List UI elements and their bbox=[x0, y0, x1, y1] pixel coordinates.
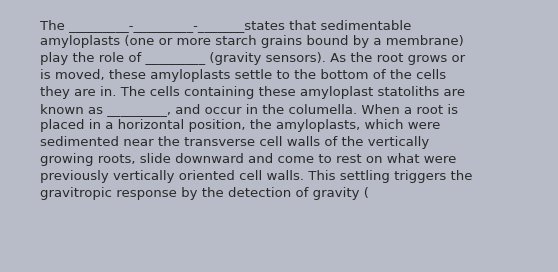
Text: The _________-_________-_______states that sedimentable
amyloplasts (one or more: The _________-_________-_______states th… bbox=[40, 18, 472, 200]
